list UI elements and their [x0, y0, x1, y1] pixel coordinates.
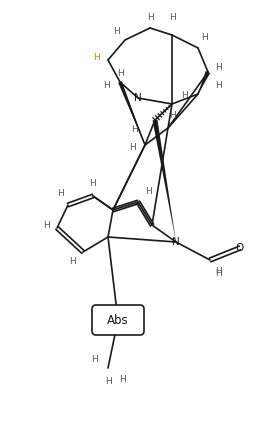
Text: H: H: [169, 12, 175, 22]
Text: H: H: [216, 62, 222, 72]
Text: H: H: [105, 377, 111, 387]
Text: H: H: [147, 12, 153, 22]
Text: H: H: [57, 190, 63, 198]
Text: H: H: [145, 187, 151, 196]
Text: H: H: [169, 111, 175, 120]
Text: H: H: [119, 376, 125, 385]
Text: H: H: [130, 143, 136, 153]
Text: H: H: [90, 179, 96, 187]
Text: H: H: [215, 81, 221, 89]
Text: H: H: [92, 355, 98, 365]
Text: H: H: [94, 53, 100, 62]
Text: O: O: [236, 243, 244, 253]
Text: N: N: [172, 237, 180, 247]
Text: H: H: [69, 257, 75, 267]
Polygon shape: [153, 120, 176, 242]
Text: H: H: [104, 81, 110, 90]
Text: H: H: [215, 270, 221, 279]
FancyBboxPatch shape: [92, 305, 144, 335]
Polygon shape: [118, 81, 145, 145]
Text: H: H: [113, 28, 119, 36]
Text: H: H: [182, 92, 188, 100]
Text: H: H: [131, 126, 137, 134]
Polygon shape: [198, 71, 210, 94]
Text: H: H: [215, 268, 221, 276]
Text: N: N: [134, 93, 142, 103]
Text: H: H: [201, 33, 207, 42]
Text: Abs: Abs: [107, 313, 129, 326]
Text: H: H: [43, 220, 49, 229]
Text: H: H: [118, 70, 124, 78]
